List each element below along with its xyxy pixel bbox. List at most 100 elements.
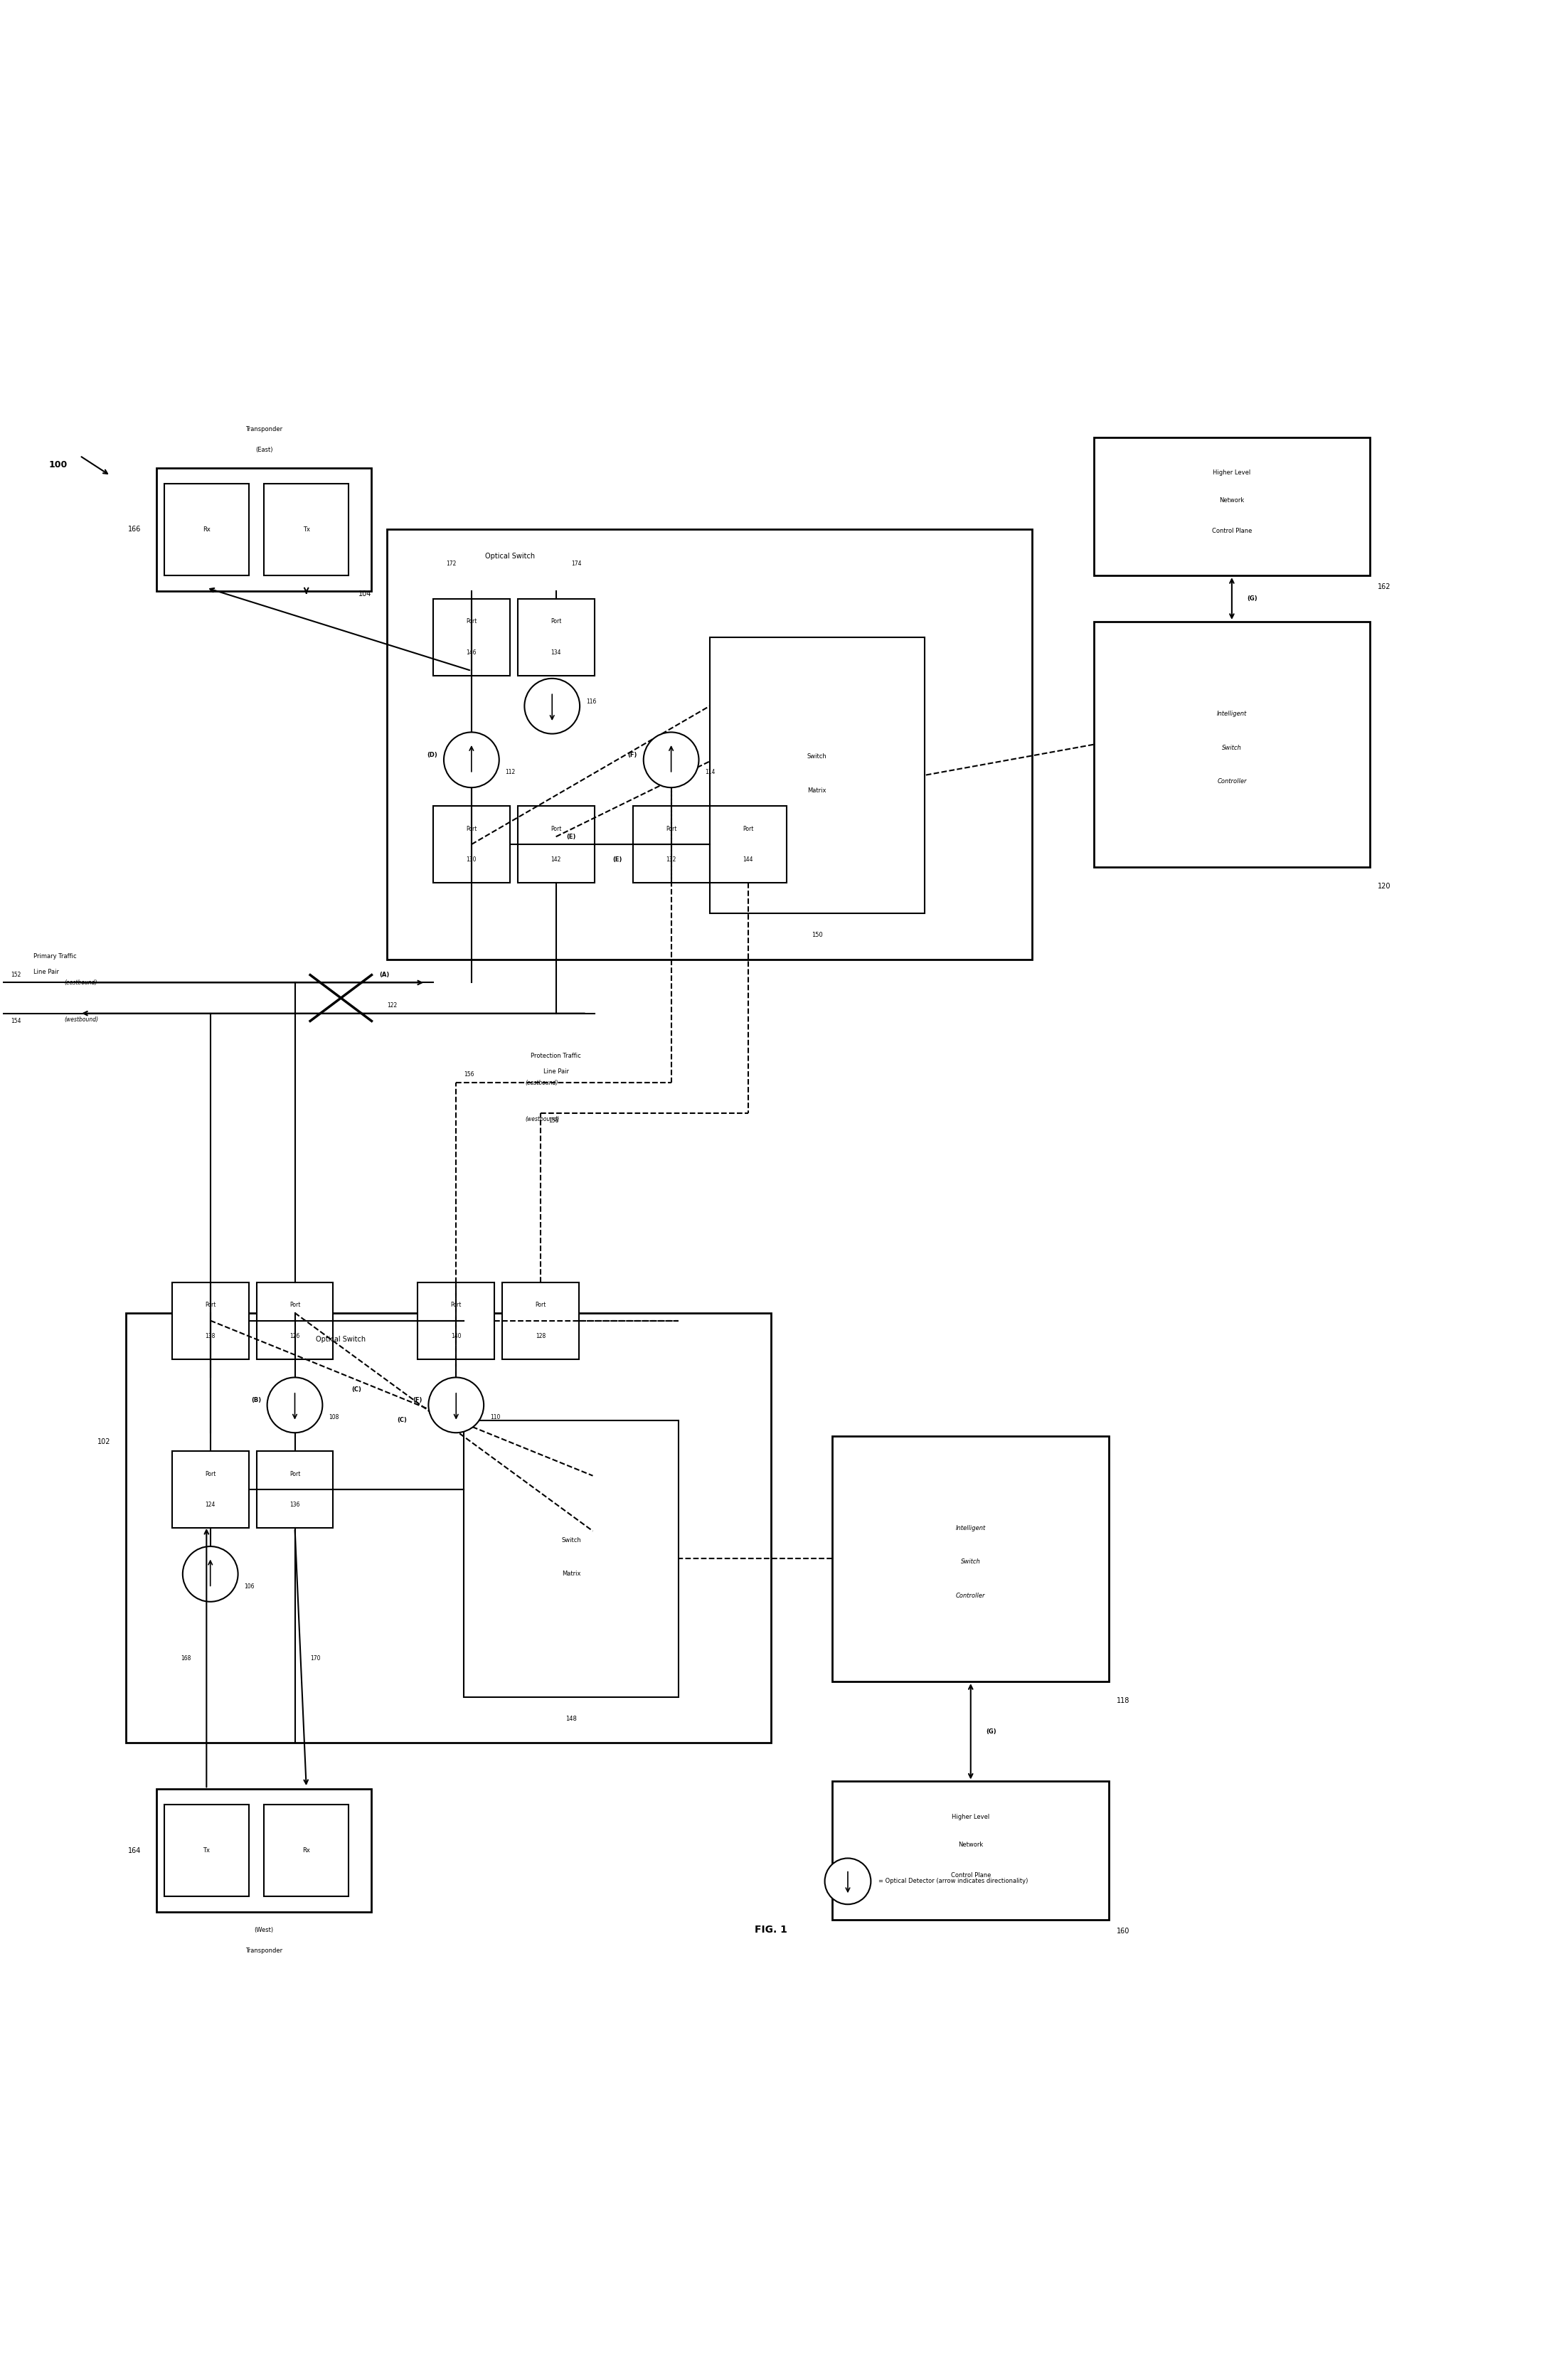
Text: FIG. 1: FIG. 1	[754, 1925, 788, 1935]
Circle shape	[524, 678, 580, 733]
Bar	[1093, 438, 1371, 576]
Text: = Optical Detector (arrow indicates directionality): = Optical Detector (arrow indicates dire…	[879, 1878, 1029, 1885]
Text: Higher Level: Higher Level	[951, 1814, 990, 1821]
Text: Optical Switch: Optical Switch	[316, 1335, 365, 1342]
Text: (E): (E)	[566, 833, 577, 840]
Text: Switch: Switch	[1221, 745, 1241, 750]
Text: (westbound): (westbound)	[526, 1116, 560, 1123]
Bar	[171, 1452, 248, 1528]
Text: Controller: Controller	[956, 1592, 985, 1599]
Text: (C): (C)	[398, 1416, 407, 1423]
Text: Optical Switch: Optical Switch	[484, 552, 535, 559]
Text: 124: 124	[205, 1502, 216, 1509]
Bar	[418, 1283, 495, 1359]
Bar	[264, 1804, 348, 1897]
Bar	[518, 807, 594, 883]
Bar	[518, 600, 594, 676]
Circle shape	[825, 1859, 871, 1904]
Circle shape	[267, 1378, 322, 1433]
Text: 126: 126	[290, 1333, 301, 1340]
Bar	[256, 1452, 333, 1528]
Text: 118: 118	[1116, 1697, 1130, 1704]
Text: Port: Port	[205, 1471, 216, 1478]
Text: Port: Port	[290, 1471, 301, 1478]
Text: Switch: Switch	[561, 1537, 581, 1545]
Text: 158: 158	[549, 1119, 558, 1123]
Bar	[464, 1421, 678, 1697]
Text: 140: 140	[450, 1333, 461, 1340]
Text: (E): (E)	[612, 857, 621, 864]
Bar	[157, 469, 372, 590]
Text: 146: 146	[466, 650, 476, 654]
Text: Port: Port	[666, 826, 677, 833]
Text: (westbound): (westbound)	[65, 1016, 99, 1023]
Text: 136: 136	[290, 1502, 301, 1509]
Text: 138: 138	[205, 1333, 216, 1340]
Text: Transponder: Transponder	[245, 1947, 282, 1954]
Text: 110: 110	[490, 1414, 500, 1421]
Text: (A): (A)	[379, 971, 390, 978]
Bar	[171, 1283, 248, 1359]
Text: 122: 122	[387, 1002, 398, 1009]
Text: (West): (West)	[254, 1928, 274, 1933]
Text: Port: Port	[466, 826, 476, 833]
Bar	[833, 1780, 1109, 1921]
Bar	[833, 1435, 1109, 1683]
Text: Tx: Tx	[302, 526, 310, 533]
Text: (D): (D)	[427, 752, 438, 759]
Text: (C): (C)	[352, 1388, 361, 1392]
Text: Port: Port	[205, 1302, 216, 1309]
Bar	[632, 807, 709, 883]
Text: 174: 174	[571, 562, 581, 566]
Text: Controller: Controller	[1217, 778, 1246, 785]
Text: (F): (F)	[628, 752, 637, 759]
Text: Network: Network	[1220, 497, 1244, 505]
Text: Transponder: Transponder	[245, 426, 282, 433]
Text: 162: 162	[1377, 583, 1391, 590]
Text: Protection Traffic: Protection Traffic	[530, 1052, 581, 1059]
Text: (eastbound): (eastbound)	[65, 981, 97, 985]
Text: 100: 100	[49, 459, 68, 469]
Text: (G): (G)	[985, 1728, 996, 1735]
Text: 112: 112	[506, 769, 515, 776]
Text: 144: 144	[743, 857, 752, 864]
Text: (F): (F)	[413, 1397, 423, 1404]
Text: 154: 154	[11, 1019, 22, 1023]
Bar	[165, 1804, 248, 1897]
Text: Intelligent: Intelligent	[956, 1526, 985, 1530]
Text: Rx: Rx	[302, 1847, 310, 1854]
Text: 150: 150	[811, 933, 823, 938]
Text: (East): (East)	[256, 447, 273, 452]
Text: 160: 160	[1116, 1928, 1130, 1935]
Text: 128: 128	[535, 1333, 546, 1340]
Text: Matrix: Matrix	[561, 1571, 581, 1578]
Text: Primary Traffic: Primary Traffic	[34, 952, 77, 959]
Circle shape	[643, 733, 699, 788]
Text: Intelligent: Intelligent	[1217, 712, 1247, 716]
Text: 152: 152	[11, 971, 22, 978]
Text: Line Pair: Line Pair	[543, 1069, 569, 1076]
Text: 130: 130	[466, 857, 476, 864]
Text: Switch: Switch	[806, 754, 827, 759]
Bar	[709, 807, 786, 883]
Text: Port: Port	[550, 826, 561, 833]
Text: Port: Port	[550, 619, 561, 626]
Bar	[256, 1283, 333, 1359]
Text: (eastbound): (eastbound)	[526, 1081, 558, 1085]
Text: Port: Port	[466, 619, 476, 626]
Text: Rx: Rx	[202, 526, 210, 533]
Bar	[126, 1314, 771, 1742]
Text: 116: 116	[586, 697, 597, 704]
Text: 142: 142	[550, 857, 561, 864]
Text: Port: Port	[290, 1302, 301, 1309]
Text: 120: 120	[1377, 883, 1391, 890]
Bar	[264, 483, 348, 576]
Text: 164: 164	[128, 1847, 142, 1854]
Text: Line Pair: Line Pair	[34, 969, 59, 976]
Bar	[157, 1790, 372, 1911]
Text: 172: 172	[446, 562, 456, 566]
Text: Switch: Switch	[961, 1559, 981, 1566]
Bar	[709, 638, 925, 914]
Bar	[1093, 621, 1371, 866]
Bar	[165, 483, 248, 576]
